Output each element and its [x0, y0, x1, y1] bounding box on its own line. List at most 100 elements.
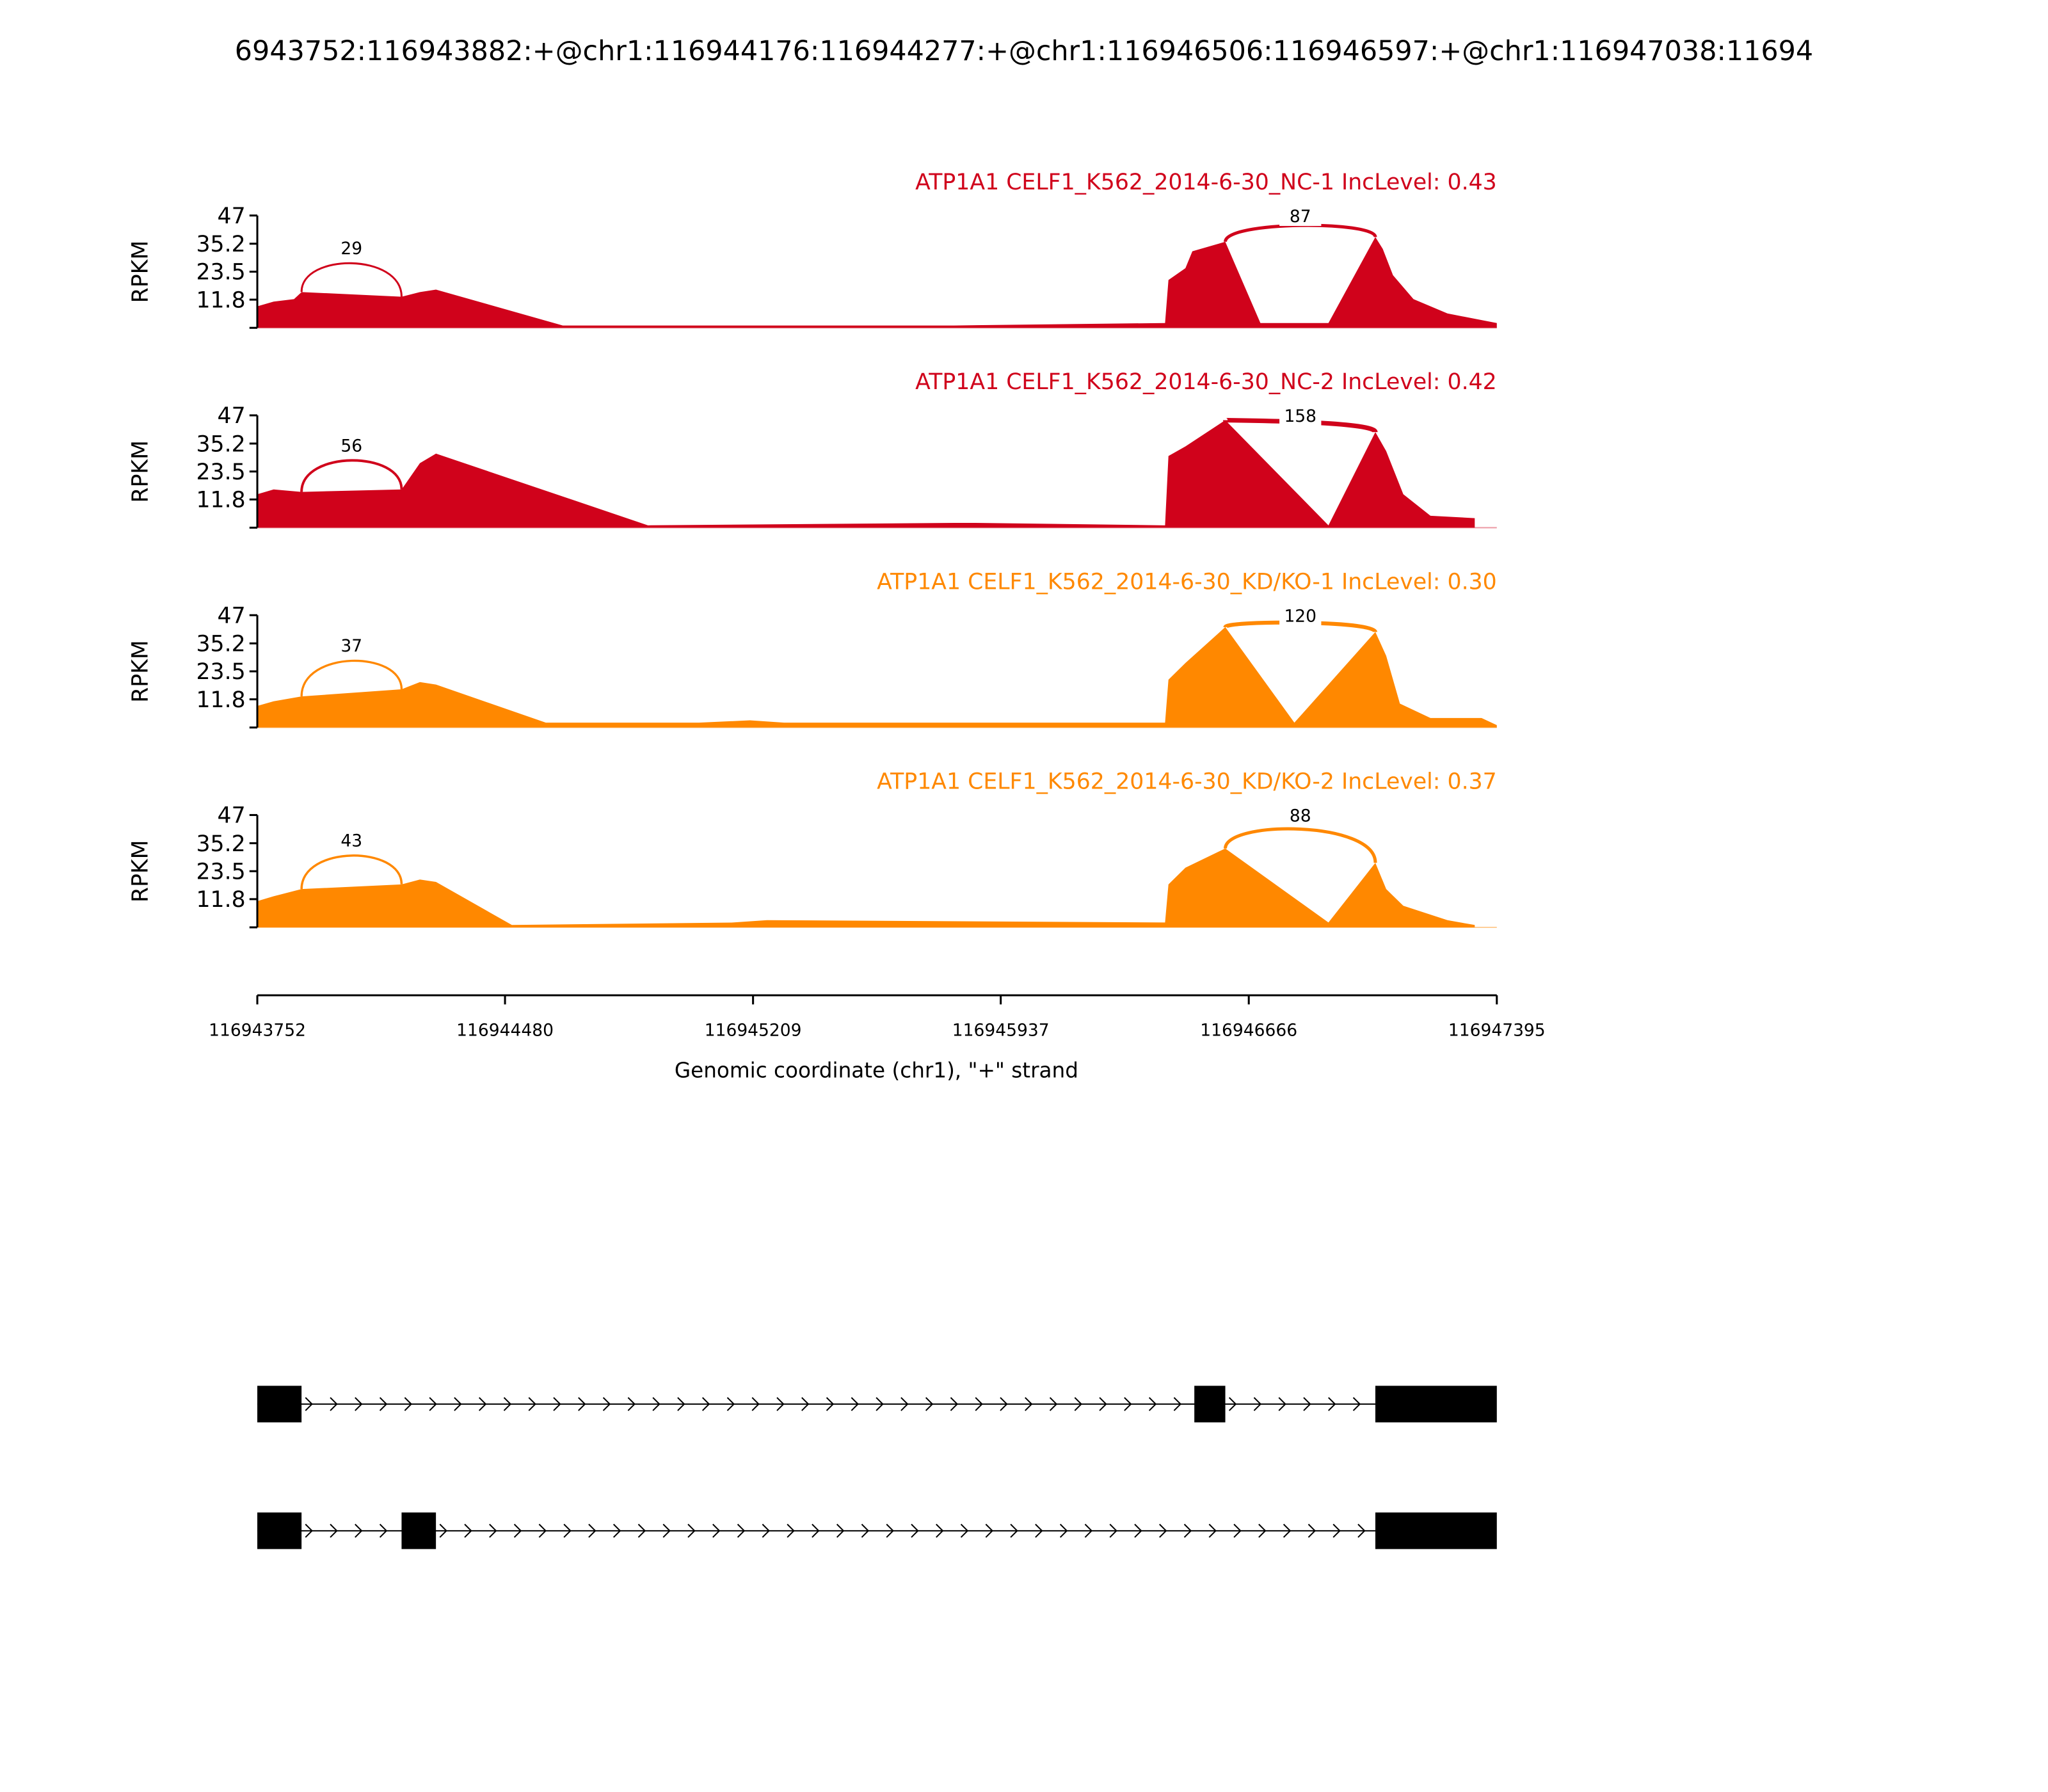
strand-arrow-icon	[355, 1396, 363, 1411]
strand-arrow-icon	[1308, 1523, 1316, 1538]
strand-arrow-icon	[1109, 1523, 1117, 1538]
junction-label-bg	[1279, 206, 1322, 227]
strand-arrow-icon	[886, 1523, 894, 1538]
strand-arrow-icon	[1025, 1396, 1033, 1411]
transcript-model	[257, 1512, 1497, 1549]
strand-arrow-icon	[1010, 1523, 1018, 1538]
transcript-model	[257, 1386, 1497, 1423]
y-tick-label: 47	[218, 803, 246, 829]
strand-arrow-icon	[687, 1523, 696, 1538]
strand-arrow-icon	[1233, 1523, 1242, 1538]
y-tick-label: 35.2	[196, 232, 245, 257]
y-tick-label: 35.2	[196, 831, 245, 857]
strand-arrow-icon	[503, 1396, 512, 1411]
y-tick-label: 23.5	[196, 460, 245, 485]
panel-title: ATP1A1 CELF1_K562_2014-6-30_NC-2 IncLeve…	[915, 369, 1497, 395]
strand-arrow-icon	[1253, 1396, 1262, 1411]
y-tick-label: 47	[218, 603, 246, 628]
junction-count: 87	[1290, 207, 1311, 227]
junction-label-bg	[330, 238, 372, 259]
exon-block	[257, 1512, 302, 1549]
x-tick-label: 116946666	[1200, 1020, 1297, 1040]
y-axis-label: RPKM	[128, 640, 154, 703]
junction-count: 88	[1290, 806, 1311, 826]
x-tick-label: 116944480	[456, 1020, 554, 1040]
strand-arrow-icon	[712, 1523, 721, 1538]
x-axis: 116943752 116944480 116945209 116945937 1169…	[209, 994, 1546, 1040]
junction-count: 120	[1284, 606, 1316, 626]
strand-arrow-icon	[379, 1396, 388, 1411]
x-tick-label: 116947395	[1448, 1020, 1546, 1040]
y-tick-label: 11.8	[196, 887, 245, 913]
strand-arrow-icon	[812, 1523, 820, 1538]
strand-arrow-icon	[464, 1523, 472, 1538]
strand-arrow-icon	[1148, 1396, 1157, 1411]
chart-title: 6943752:116943882:+@chr1:116944176:11694…	[235, 35, 1813, 67]
strand-arrow-icon	[801, 1396, 810, 1411]
junction-label-bg	[1279, 406, 1322, 426]
strand-arrow-icon	[612, 1523, 621, 1538]
y-axis-label: RPKM	[128, 440, 154, 503]
strand-arrow-icon	[305, 1523, 313, 1538]
strand-arrow-icon	[578, 1396, 586, 1411]
strand-arrow-icon	[1059, 1523, 1068, 1538]
strand-arrow-icon	[1084, 1523, 1093, 1538]
strand-arrow-icon	[776, 1396, 785, 1411]
exon-block	[1375, 1512, 1497, 1549]
strand-arrow-icon	[528, 1396, 536, 1411]
junction-label-bg	[330, 636, 372, 656]
strand-arrow-icon	[588, 1523, 596, 1538]
y-tick-label: 23.5	[196, 659, 245, 685]
strand-arrow-icon	[1328, 1396, 1336, 1411]
strand-arrow-icon	[1228, 1396, 1237, 1411]
strand-arrow-icon	[330, 1523, 338, 1538]
exon-block	[257, 1386, 302, 1423]
strand-arrow-icon	[836, 1523, 845, 1538]
strand-arrow-icon	[1124, 1396, 1132, 1411]
strand-arrow-icon	[1357, 1523, 1366, 1538]
strand-arrow-icon	[538, 1523, 547, 1538]
junction-arc	[300, 854, 403, 890]
strand-arrow-icon	[851, 1396, 859, 1411]
strand-arrow-icon	[662, 1523, 671, 1538]
strand-arrow-icon	[677, 1396, 685, 1411]
y-axis-label: RPKM	[128, 241, 154, 303]
strand-arrow-icon	[637, 1523, 646, 1538]
sample-panel: ATP1A1 CELF1_K562_2014-6-30_NC-2 IncLeve…	[128, 369, 1497, 529]
y-tick-label: 35.2	[196, 431, 245, 457]
strand-arrow-icon	[762, 1523, 770, 1538]
strand-arrow-icon	[652, 1396, 660, 1411]
strand-arrow-icon	[1208, 1523, 1217, 1538]
coverage-area	[257, 627, 1497, 728]
sample-panel: ATP1A1 CELF1_K562_2014-6-30_NC-1 IncLeve…	[128, 170, 1497, 329]
strand-arrow-icon	[925, 1396, 934, 1411]
strand-arrow-icon	[489, 1523, 497, 1538]
strand-arrow-icon	[876, 1396, 884, 1411]
panel-title: ATP1A1 CELF1_K562_2014-6-30_KD/KO-2 IncL…	[877, 769, 1497, 795]
strand-arrow-icon	[960, 1523, 969, 1538]
strand-arrow-icon	[454, 1396, 462, 1411]
coverage-area	[257, 237, 1497, 328]
strand-arrow-icon	[1035, 1523, 1043, 1538]
strand-arrow-icon	[1352, 1396, 1361, 1411]
strand-arrow-icon	[478, 1396, 487, 1411]
strand-arrow-icon	[553, 1396, 561, 1411]
strand-arrow-icon	[429, 1396, 437, 1411]
strand-arrow-icon	[1173, 1396, 1182, 1411]
y-tick-label: 23.5	[196, 859, 245, 884]
strand-arrow-icon	[1183, 1523, 1192, 1538]
strand-arrow-icon	[627, 1396, 636, 1411]
junction-label-bg	[1279, 605, 1322, 626]
strand-arrow-icon	[936, 1523, 944, 1538]
sample-panel: ATP1A1 CELF1_K562_2014-6-30_KD/KO-1 IncL…	[128, 569, 1497, 729]
strand-arrow-icon	[985, 1523, 993, 1538]
coverage-area	[257, 420, 1475, 528]
junction-count: 56	[340, 436, 362, 456]
strand-arrow-icon	[1134, 1523, 1142, 1538]
exon-block	[1194, 1386, 1226, 1423]
strand-arrow-icon	[787, 1523, 795, 1538]
strand-arrow-icon	[404, 1396, 413, 1411]
strand-arrow-icon	[900, 1396, 909, 1411]
strand-arrow-icon	[975, 1396, 983, 1411]
y-tick-label: 35.2	[196, 632, 245, 657]
